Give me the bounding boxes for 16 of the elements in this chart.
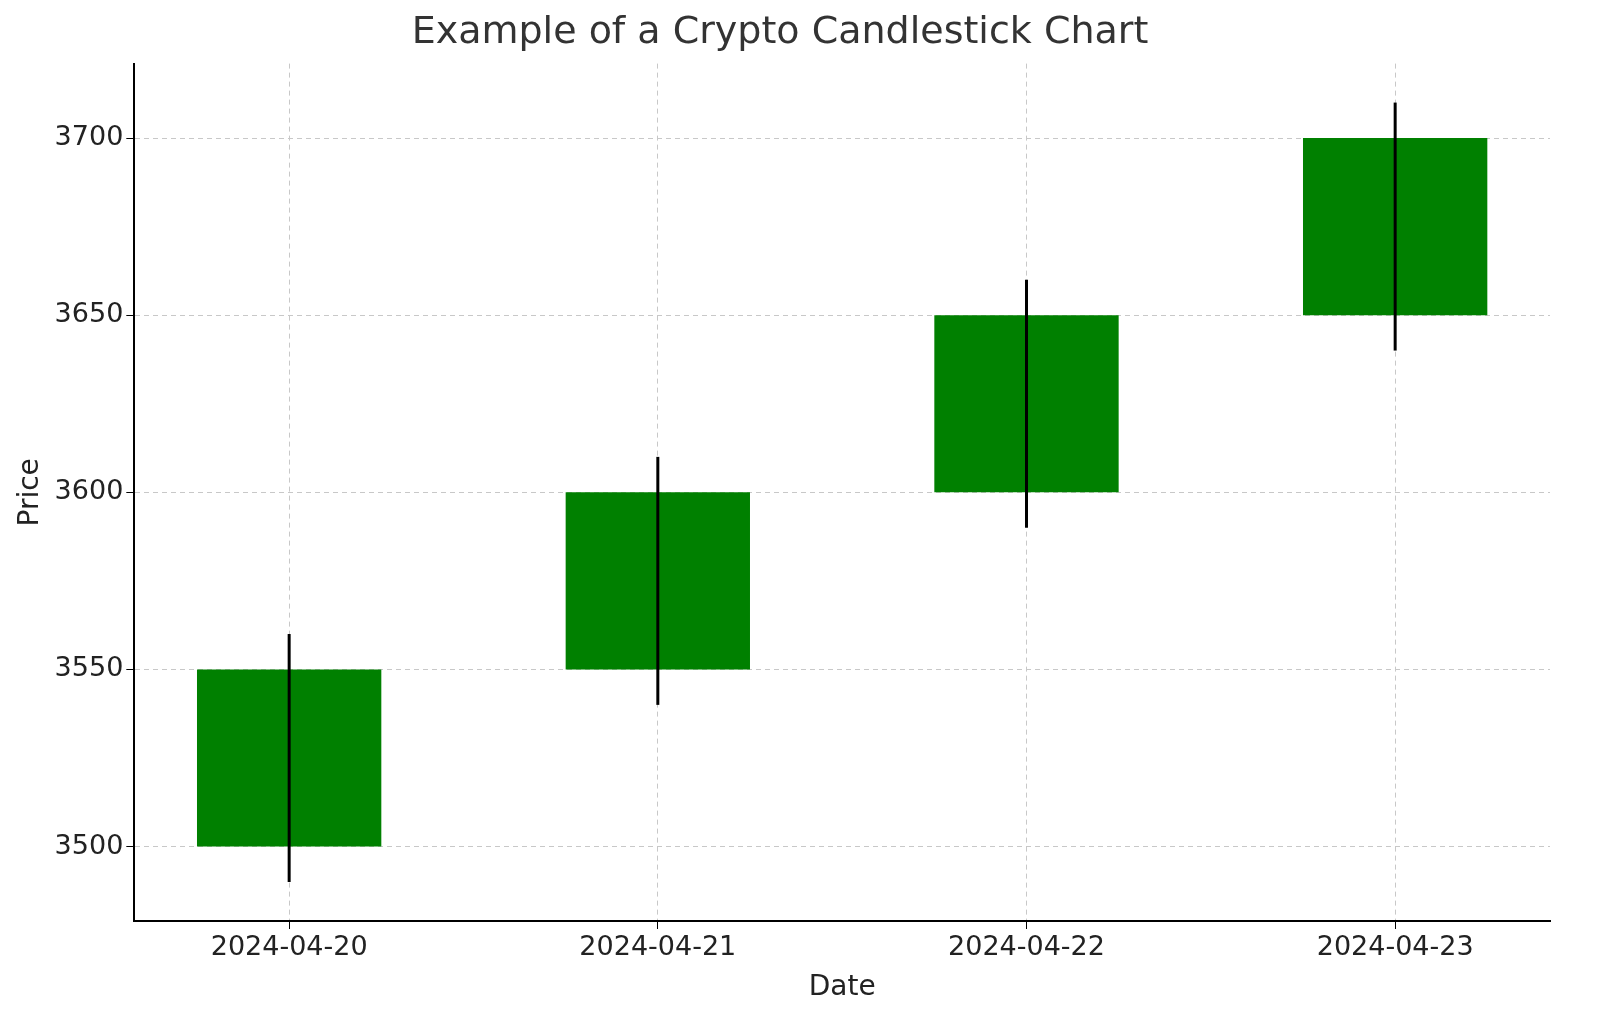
- x-tick-label: 2024-04-21: [579, 930, 737, 962]
- x-tick-label: 2024-04-23: [1316, 930, 1474, 962]
- y-tick-label: 3550: [54, 651, 124, 683]
- y-tick-label: 3700: [54, 120, 124, 152]
- candlestick: [565, 455, 750, 705]
- candlestick: [1302, 102, 1488, 351]
- candlestick: [934, 279, 1119, 528]
- x-tick-label: 2024-04-22: [948, 930, 1105, 962]
- y-tick-label: 3650: [54, 297, 124, 329]
- y-axis-title: Price: [12, 458, 46, 527]
- x-tick-label: 2024-04-20: [210, 930, 368, 962]
- x-axis-title: Date: [808, 969, 876, 1003]
- chart-title: Example of a Crypto Candlestick Chart: [411, 7, 1149, 52]
- candlestick: [196, 634, 382, 883]
- y-tick-label: 3600: [54, 474, 124, 506]
- y-tick-label: 3500: [54, 828, 124, 860]
